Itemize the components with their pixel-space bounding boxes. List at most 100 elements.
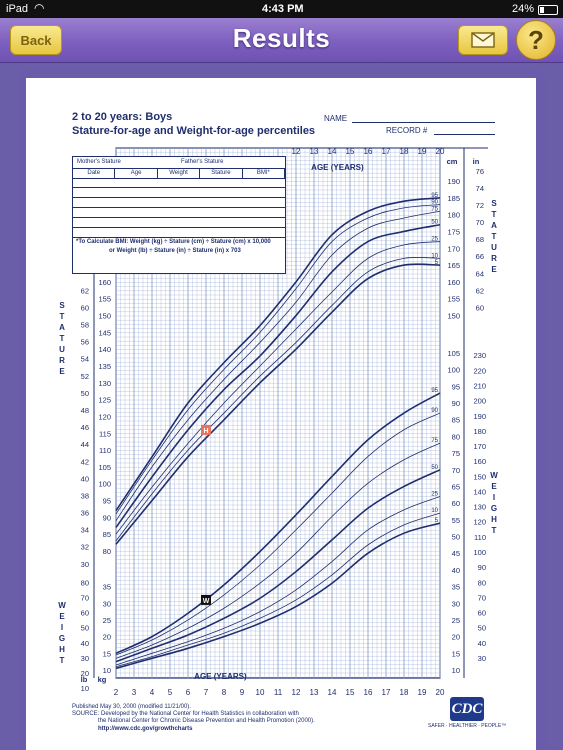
stature-in-tick-right: 60	[476, 303, 484, 312]
weight-lb-tick-right: 60	[478, 609, 486, 618]
weight-lb-tick-right: 50	[478, 624, 486, 633]
weight-lb-tick-right: 70	[478, 593, 486, 602]
table-row[interactable]	[73, 208, 285, 218]
stature-cm-tick-left: 80	[103, 547, 111, 556]
weight-lb-tick-right: 120	[473, 518, 486, 527]
table-header-cell: Stature	[200, 169, 243, 178]
age-tick-bottom: 9	[240, 688, 245, 697]
weight-kg-tick-right: 100	[447, 366, 460, 375]
stature-cm-tick-left: 90	[103, 513, 111, 522]
stature-in-tick-left: 34	[81, 526, 89, 535]
stature-in-tick-right: 72	[476, 201, 484, 210]
unit-cm-right: cm	[447, 157, 458, 166]
fathers-stature-label: Father's Stature	[181, 159, 224, 165]
age-tick-bottom: 11	[274, 688, 283, 697]
stature-side-label-right: T	[492, 210, 497, 219]
age-tick-top: 14	[328, 147, 337, 156]
stature-in-tick-left: 40	[81, 474, 89, 483]
stature-cm-tick-left: 145	[98, 328, 111, 337]
weight-side-label-left: G	[59, 634, 65, 643]
weight-side-label-right: E	[491, 482, 497, 491]
weight-lb-tick-right: 200	[473, 397, 486, 406]
stature-in-tick-left: 44	[81, 440, 89, 449]
stature-percentile-50-line	[115, 223, 441, 528]
weight-side-label-right: T	[492, 526, 497, 535]
stature-percentile-95-line	[115, 197, 441, 512]
table-row[interactable]	[73, 188, 285, 198]
stature-side-label-left: A	[59, 323, 65, 332]
weight-kg-tick-right: 75	[452, 449, 460, 458]
age-tick-bottom: 8	[222, 688, 227, 697]
device-label: iPad	[6, 3, 29, 15]
envelope-icon	[471, 32, 495, 48]
weight-lb-tick-right: 90	[478, 563, 486, 572]
stature-in-tick-right: 70	[476, 218, 484, 227]
table-row[interactable]	[73, 218, 285, 228]
chart-heading-1: 2 to 20 years: Boys	[72, 111, 173, 123]
stature-in-tick-left: 42	[81, 457, 89, 466]
weight-lb-tick-right: 150	[473, 472, 486, 481]
wifi-icon: ◠	[34, 1, 45, 15]
battery-percent: 24%	[512, 3, 535, 15]
back-button[interactable]: Back	[10, 25, 62, 55]
weight-kg-tick-right: 15	[452, 649, 460, 658]
nav-bar: Back Results ?	[0, 18, 563, 63]
source-note-2: the National Center for Chronic Disease …	[98, 718, 315, 724]
weight-kg-tick-left: 15	[103, 649, 111, 658]
weight-kg-tick-right: 90	[452, 399, 460, 408]
growthcharts-url[interactable]: http://www.cdc.gov/growthcharts	[98, 726, 193, 732]
weight-percentile-95-label: 95	[431, 388, 438, 394]
table-row[interactable]	[73, 198, 285, 208]
weight-kg-tick-right: 10	[452, 666, 460, 675]
stature-cm-tick-left: 85	[103, 530, 111, 539]
stature-cm-tick-left: 160	[98, 278, 111, 287]
stature-cm-tick-left: 105	[98, 463, 111, 472]
age-tick-bottom: 13	[310, 688, 319, 697]
weight-percentile-75-line	[115, 442, 441, 659]
stature-cm-tick-right: 190	[447, 177, 460, 186]
stature-in-tick-left: 62	[81, 286, 89, 295]
stature-side-label-left: E	[59, 367, 65, 376]
weight-lb-tick-left: 30	[81, 654, 89, 663]
weight-percentile-5-label: 5	[435, 518, 439, 524]
stature-in-tick-right: 74	[476, 184, 484, 193]
email-button[interactable]	[458, 25, 508, 55]
stature-percentile-90-line	[115, 204, 441, 515]
weight-side-label-right: W	[490, 471, 498, 480]
age-tick-bottom: 5	[168, 688, 173, 697]
stature-percentile-10-label: 10	[431, 253, 438, 259]
stature-side-label-right: U	[491, 243, 497, 252]
battery-icon	[538, 5, 558, 15]
age-tick-top: 20	[436, 147, 445, 156]
weight-lb-tick-left: 10	[81, 684, 89, 693]
stature-cm-tick-right: 170	[447, 244, 460, 253]
weight-percentile-50-line	[115, 469, 441, 663]
stature-cm-tick-left: 140	[98, 345, 111, 354]
age-tick-bottom: 3	[132, 688, 137, 697]
weight-percentile-10-label: 10	[431, 508, 438, 514]
page-title: Results	[232, 23, 331, 53]
stature-side-label-left: T	[60, 334, 65, 343]
stature-in-tick-right: 68	[476, 235, 484, 244]
weight-kg-tick-right: 85	[452, 416, 460, 425]
stature-cm-tick-left: 120	[98, 412, 111, 421]
stature-side-label-right: A	[491, 221, 497, 230]
age-tick-bottom: 2	[114, 688, 119, 697]
age-tick-bottom: 17	[382, 688, 391, 697]
weight-kg-tick-right: 40	[452, 566, 460, 575]
growth-chart-sheet: 2 to 20 years: Boys Stature-for-age and …	[26, 78, 536, 750]
stature-in-tick-left: 60	[81, 303, 89, 312]
stature-percentile-5-label: 5	[435, 260, 439, 266]
help-button[interactable]: ?	[516, 20, 556, 60]
weight-lb-tick-right: 140	[473, 487, 486, 496]
stature-cm-tick-right: 175	[447, 227, 460, 236]
age-tick-top: 15	[346, 147, 355, 156]
record-label: RECORD #	[386, 126, 428, 135]
age-tick-top: 17	[382, 147, 391, 156]
table-row[interactable]	[73, 228, 285, 238]
weight-lb-tick-left: 70	[81, 593, 89, 602]
age-tick-bottom: 16	[364, 688, 373, 697]
stature-cm-tick-right: 160	[447, 278, 460, 287]
table-row[interactable]	[73, 178, 285, 188]
unit-kg-left: kg	[98, 675, 107, 684]
